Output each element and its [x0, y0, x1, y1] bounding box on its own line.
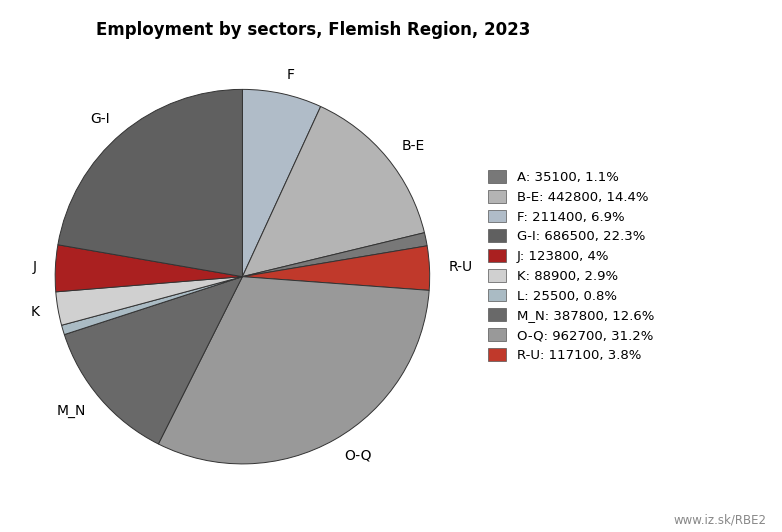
Wedge shape — [242, 246, 429, 290]
Text: L: L — [0, 531, 1, 532]
Text: Employment by sectors, Flemish Region, 2023: Employment by sectors, Flemish Region, 2… — [95, 21, 530, 39]
Legend: A: 35100, 1.1%, B-E: 442800, 14.4%, F: 211400, 6.9%, G-I: 686500, 22.3%, J: 1238: A: 35100, 1.1%, B-E: 442800, 14.4%, F: 2… — [483, 166, 658, 366]
Wedge shape — [58, 89, 242, 277]
Text: K: K — [30, 305, 39, 319]
Wedge shape — [242, 106, 425, 277]
Text: J: J — [33, 260, 37, 275]
Text: www.iz.sk/RBE2: www.iz.sk/RBE2 — [673, 514, 766, 527]
Wedge shape — [62, 277, 242, 335]
Text: B-E: B-E — [401, 139, 425, 153]
Text: A: A — [0, 531, 1, 532]
Wedge shape — [64, 277, 242, 444]
Wedge shape — [56, 245, 242, 292]
Text: F: F — [286, 69, 295, 82]
Wedge shape — [242, 89, 321, 277]
Text: M_N: M_N — [57, 404, 86, 418]
Wedge shape — [242, 232, 427, 277]
Text: O-Q: O-Q — [344, 449, 371, 463]
Text: G-I: G-I — [90, 112, 109, 126]
Text: R-U: R-U — [448, 260, 472, 274]
Wedge shape — [56, 277, 242, 325]
Wedge shape — [159, 277, 429, 464]
